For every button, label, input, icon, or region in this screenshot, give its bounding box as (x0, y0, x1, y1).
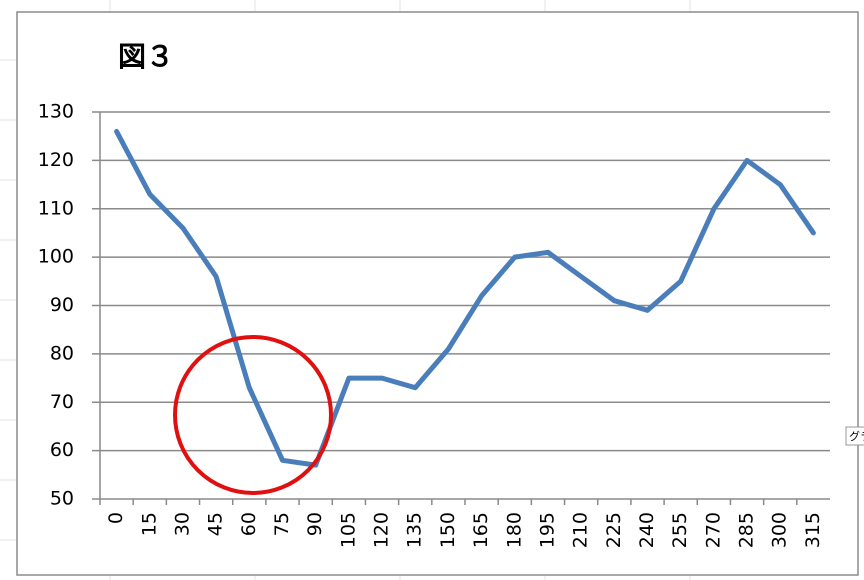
x-tick-label: 135 (404, 512, 426, 548)
x-tick-label: 75 (271, 512, 293, 536)
chart-border (16, 11, 859, 576)
y-tick-label: 110 (38, 197, 74, 219)
x-tick-label: 165 (470, 512, 492, 548)
y-tick-label: 100 (38, 246, 74, 268)
data-line (114, 128, 816, 468)
x-tick-label: 210 (570, 512, 592, 548)
x-tick-label: 225 (603, 512, 625, 548)
x-tick-label: 15 (138, 512, 160, 536)
x-tick-label: 255 (669, 512, 691, 548)
y-tick-label: 60 (50, 439, 74, 461)
x-tick-label: 45 (205, 512, 227, 536)
x-tick-label: 285 (736, 512, 758, 548)
sheet-grid (0, 0, 691, 580)
x-tick-label: 180 (503, 512, 525, 548)
x-tick-label: 90 (304, 512, 326, 536)
y-tick-label: 70 (50, 391, 74, 413)
chart-title: 図３ (118, 40, 174, 73)
side-tag: グラ (849, 429, 864, 443)
x-tick-label: 315 (802, 512, 824, 548)
x-tick-label: 195 (536, 512, 558, 548)
x-tick-label: 60 (238, 512, 260, 536)
x-tick-label: 150 (437, 512, 459, 548)
x-tick-label: 0 (105, 512, 127, 524)
y-tick-label: 120 (38, 149, 74, 171)
y-tick-label: 50 (50, 488, 74, 510)
plot-area: 50 60 70 80 90 100 110 120 130 0 15 30 45 60 75 90 105 12… (38, 101, 830, 548)
x-tick-label: 240 (636, 512, 658, 548)
x-tick-label: 270 (702, 512, 724, 548)
x-tick-label: 105 (337, 512, 359, 548)
y-tick-label: 80 (50, 342, 74, 364)
highlight-circle (173, 335, 333, 495)
x-tick-label: 30 (171, 512, 193, 536)
x-tick-label: 300 (769, 512, 791, 548)
x-tick-label: 120 (371, 512, 393, 548)
side-tag-box (845, 426, 864, 446)
y-tick-label: 90 (50, 294, 74, 316)
y-tick-label: 130 (38, 101, 74, 123)
